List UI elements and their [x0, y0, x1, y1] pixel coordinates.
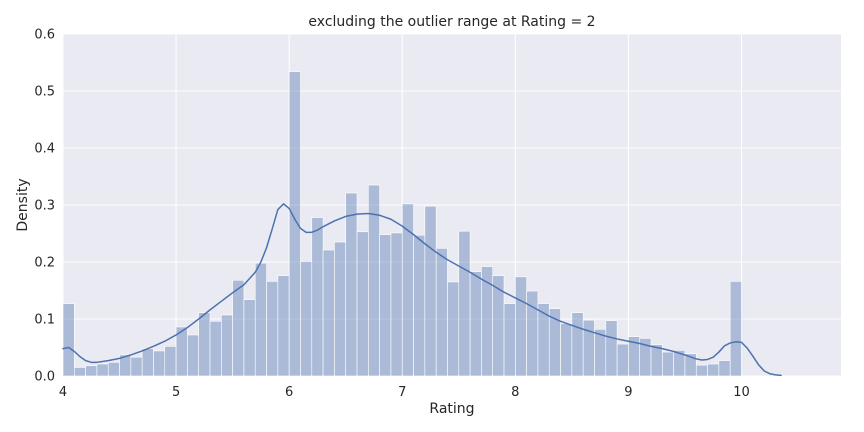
x-tick-label: 8: [511, 385, 519, 400]
histogram-bar: [209, 320, 222, 377]
histogram-bar: [300, 261, 313, 377]
y-tick-label: 0.2: [34, 256, 55, 271]
y-tick-label: 0.0: [34, 370, 55, 385]
histogram-bar: [266, 281, 279, 377]
x-axis-label: Rating: [429, 401, 474, 417]
histogram-bar: [198, 312, 211, 377]
histogram-bar: [718, 360, 731, 377]
kde-line: [62, 203, 782, 377]
histogram-bar: [413, 234, 426, 377]
x-tick-label: 7: [398, 385, 406, 400]
histogram-bar: [503, 303, 516, 377]
histogram-bar: [571, 312, 584, 377]
histogram-bar: [345, 192, 358, 377]
histogram-bar: [515, 276, 527, 377]
histogram-bar: [662, 351, 674, 377]
histogram-bar: [141, 348, 154, 377]
histogram-bar: [62, 303, 75, 377]
histogram-bars: [62, 71, 742, 377]
x-tick-label: 6: [285, 385, 293, 400]
histogram-bar: [164, 346, 177, 377]
y-tick-label: 0.6: [34, 28, 55, 43]
histogram-bar: [221, 314, 233, 377]
tick-labels: 0.0 0.1 0.2 0.3 0.4 0.5 0.6 4 5 6 7 8 9 10: [34, 28, 749, 401]
histogram-bar: [447, 281, 460, 377]
histogram-bar: [153, 350, 166, 377]
y-tick-label: 0.5: [34, 85, 55, 100]
histogram-bar: [187, 334, 199, 377]
histogram-bar: [322, 249, 335, 377]
histogram-bar: [390, 232, 403, 377]
histogram-bar: [277, 275, 290, 377]
histogram-bar: [707, 363, 720, 377]
histogram-bar: [74, 367, 86, 377]
histogram-bar: [379, 234, 392, 377]
x-tick-label: 5: [172, 385, 180, 400]
x-tick-label: 10: [733, 385, 750, 400]
histogram-bar: [85, 365, 98, 377]
histogram-bar: [582, 319, 595, 377]
histogram-bar: [435, 248, 448, 377]
x-tick-label: 4: [59, 385, 67, 400]
histogram-bar: [560, 323, 573, 377]
y-tick-label: 0.4: [34, 142, 55, 157]
histogram-bar: [469, 271, 482, 377]
chart-title: excluding the outlier range at Rating = …: [308, 14, 595, 30]
histogram-bar: [458, 230, 471, 377]
histogram-bar: [616, 343, 629, 377]
y-tick-label: 0.1: [34, 313, 55, 328]
y-tick-label: 0.3: [34, 199, 55, 214]
kde-curve-group: [62, 203, 782, 377]
histogram-bar: [96, 363, 109, 377]
histogram-bar: [605, 320, 618, 377]
histogram-bar: [288, 71, 301, 377]
histogram-bar: [107, 362, 120, 377]
histogram-bar: [424, 205, 437, 377]
histogram-bar: [311, 217, 324, 377]
histogram-bar: [334, 241, 347, 377]
histogram-bar: [356, 231, 369, 377]
histogram-bar: [243, 299, 256, 377]
histogram-bar: [729, 281, 742, 377]
histogram-bar: [130, 356, 143, 377]
histogram-bar: [650, 344, 663, 377]
x-tick-label: 9: [624, 385, 632, 400]
histogram-bar: [695, 364, 708, 377]
y-axis-label: Density: [15, 178, 31, 231]
histogram-bar: [232, 279, 245, 377]
histogram-bar: [254, 262, 267, 377]
